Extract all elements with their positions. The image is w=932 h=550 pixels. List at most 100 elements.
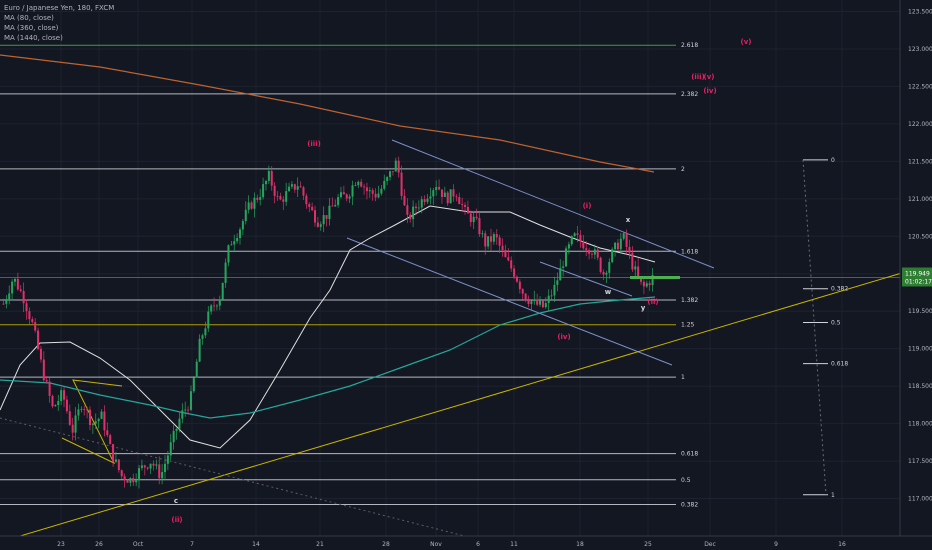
- candle-body: [253, 197, 256, 209]
- candle-body: [305, 195, 308, 205]
- candle-body: [224, 262, 227, 283]
- candle-body: [628, 246, 631, 253]
- candle-body: [57, 401, 60, 406]
- candle-body: [559, 267, 562, 281]
- candle-body: [417, 207, 420, 209]
- candle-body: [114, 459, 117, 462]
- legend-ma80: MA (80, close): [4, 14, 54, 22]
- price-tick-label: 118.500: [908, 383, 932, 390]
- candle-body: [504, 250, 507, 258]
- candle-body: [365, 187, 368, 192]
- candle-body: [259, 197, 262, 200]
- candle-body: [126, 480, 129, 483]
- candle-body: [273, 185, 276, 196]
- candle-body: [316, 222, 319, 227]
- candle-body: [452, 189, 455, 197]
- candle-body: [386, 177, 389, 181]
- candle-body: [215, 305, 218, 307]
- candle-body: [536, 299, 539, 305]
- candle-body: [337, 197, 340, 206]
- candle-body: [530, 301, 533, 304]
- candle-body: [435, 186, 438, 191]
- candle-body: [562, 266, 565, 268]
- candle-body: [140, 465, 143, 469]
- price-tick-label: 117.000: [908, 496, 932, 503]
- candle-body: [172, 431, 175, 443]
- candle-body: [438, 186, 441, 190]
- wave-label: (iii): [307, 140, 321, 148]
- candle-body: [550, 295, 553, 297]
- candle-body: [374, 193, 377, 198]
- candle-body: [221, 282, 224, 300]
- candle-body: [368, 190, 371, 192]
- fib-level-label: 2.382: [681, 91, 698, 98]
- candle-body: [582, 241, 585, 249]
- candle-body: [345, 194, 348, 199]
- candle-body: [498, 237, 501, 246]
- candle-body: [264, 181, 267, 185]
- candle-body: [440, 189, 443, 198]
- candle-body: [648, 283, 651, 286]
- candle-body: [489, 236, 493, 242]
- right-fib-label: 0.5: [831, 319, 841, 326]
- candle-body: [290, 184, 293, 187]
- candle-body: [262, 184, 265, 198]
- candle-body: [227, 245, 230, 263]
- symbol-title: Euro / Japanese Yen, 180, FXCM: [4, 4, 115, 12]
- candle-body: [611, 249, 614, 262]
- legend-ma360: MA (360, close): [4, 24, 59, 32]
- candle-body: [590, 253, 593, 255]
- candle-body: [161, 472, 164, 479]
- candle-body: [247, 202, 250, 210]
- price-tick-label: 123.500: [908, 8, 932, 15]
- candle-body: [616, 242, 619, 250]
- candle-body: [414, 206, 418, 209]
- candle-body: [513, 268, 516, 277]
- candle-body: [573, 233, 576, 237]
- candle-body: [19, 289, 22, 292]
- time-tick-label: 23: [57, 541, 65, 548]
- candle-body: [403, 195, 406, 206]
- wave-label: (i): [583, 202, 592, 210]
- candle-body: [449, 189, 452, 204]
- candle-body: [325, 215, 328, 219]
- candle-body: [109, 435, 112, 445]
- fib-level-label: 0.5: [681, 477, 691, 484]
- right-fib-label: 0.618: [831, 361, 848, 368]
- ma360-line: [0, 296, 656, 419]
- fib-level-label: 0.382: [681, 502, 698, 509]
- candle-body: [143, 465, 146, 468]
- fib-level-label: 1: [681, 374, 685, 381]
- candle-body: [233, 241, 236, 245]
- candle-body: [288, 186, 291, 192]
- candle-body: [155, 464, 158, 466]
- fib-level-label: 1.25: [681, 322, 695, 329]
- candle-body: [129, 477, 132, 483]
- candle-body: [579, 234, 582, 242]
- candle-body: [576, 233, 579, 235]
- candle-body: [293, 184, 296, 190]
- candle-body: [106, 430, 109, 436]
- wave-label: (v): [704, 73, 715, 81]
- candle-body: [348, 196, 351, 199]
- candle-body: [138, 468, 141, 481]
- channel-upper: [391, 139, 715, 269]
- candle-body: [518, 281, 521, 290]
- candle-body: [16, 278, 19, 290]
- candle-body: [469, 213, 472, 223]
- candle-body: [80, 409, 83, 411]
- candle-body: [533, 299, 536, 302]
- candle-body: [426, 198, 429, 202]
- candle-body: [201, 335, 204, 339]
- candle-body: [363, 186, 366, 188]
- candle-body: [91, 423, 94, 426]
- candle-body: [2, 303, 5, 305]
- candle-body: [339, 192, 342, 198]
- candle-body: [230, 244, 233, 246]
- candle-body: [400, 172, 403, 196]
- wave-label: (ii): [171, 516, 182, 524]
- wave-label: c: [174, 497, 178, 505]
- candle-body: [371, 190, 374, 194]
- candle-body: [270, 171, 273, 186]
